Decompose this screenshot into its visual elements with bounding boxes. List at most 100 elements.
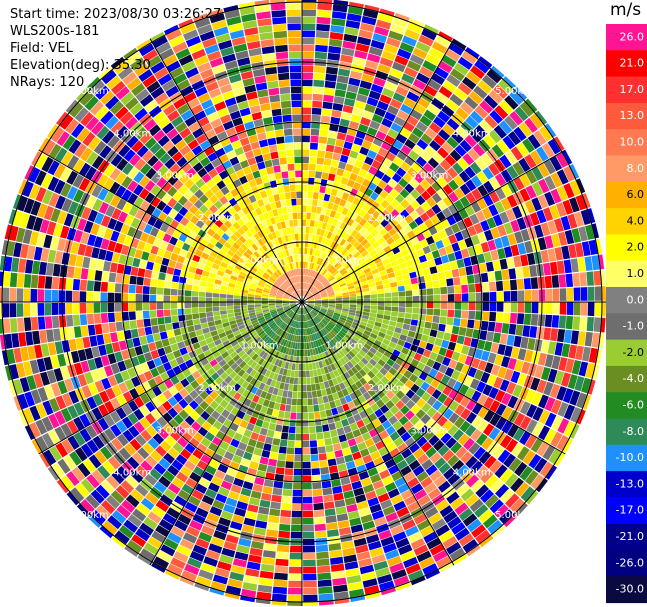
radar-bin (343, 371, 351, 380)
radar-bin (255, 418, 264, 428)
radar-bin (231, 36, 246, 46)
radar-bin (100, 313, 109, 324)
radar-bin (197, 92, 211, 104)
radar-bin (172, 229, 182, 239)
radar-bin (316, 228, 322, 236)
radar-bin (361, 401, 370, 410)
radar-bin (291, 510, 302, 518)
radar-bin (318, 287, 325, 292)
radar-bin (290, 248, 295, 255)
radar-bin (312, 290, 319, 295)
radar-bin (196, 262, 205, 270)
radar-bin (351, 166, 361, 175)
radar-bin (558, 357, 568, 372)
radar-bin (258, 341, 266, 348)
radar-bin (552, 288, 560, 301)
radar-bin (4, 224, 12, 240)
radar-bin (54, 341, 64, 355)
radar-bin (449, 260, 458, 270)
radar-bin (313, 317, 319, 324)
radar-bin (485, 261, 494, 272)
radar-bin (325, 187, 332, 195)
radar-bin (51, 289, 59, 302)
radar-bin (335, 220, 343, 228)
radar-bin (458, 507, 473, 521)
radar-bin (332, 327, 339, 334)
radar-bin (36, 358, 46, 373)
radar-bin (195, 416, 206, 426)
radar-bin (156, 200, 167, 211)
radar-bin (256, 591, 272, 600)
radar-bin (245, 568, 260, 578)
radar-bin (224, 60, 238, 70)
radar-bin (282, 425, 289, 433)
radar-bin (144, 326, 153, 336)
radar-bin (464, 134, 478, 148)
radar-bin (350, 248, 358, 256)
radar-bin (164, 24, 179, 35)
radar-bin (302, 254, 305, 261)
radar-bin (303, 594, 318, 602)
radar-bin (111, 535, 126, 548)
radar-bin (264, 369, 272, 378)
radar-bin (149, 468, 162, 481)
radar-bin (378, 446, 389, 457)
radar-bin (90, 489, 105, 504)
radar-bin (369, 264, 378, 271)
radar-bin (312, 333, 317, 341)
radar-bin (336, 75, 349, 84)
radar-bin (257, 316, 265, 322)
radar-bin (497, 224, 507, 237)
radar-bin (277, 453, 286, 461)
radar-bin (404, 28, 420, 41)
radar-bin (244, 121, 255, 130)
radar-bin (425, 53, 441, 66)
radar-bin (341, 483, 353, 493)
radar-bin (307, 302, 315, 304)
radar-bin (354, 333, 362, 340)
radar-bin (314, 316, 320, 323)
radar-bin (365, 406, 374, 416)
radar-bin (194, 209, 204, 219)
radar-bin (412, 302, 420, 308)
radar-bin (259, 570, 274, 579)
radar-bin (268, 355, 274, 363)
radar-bin (457, 372, 467, 384)
radar-bin (337, 320, 345, 326)
radar-bin (550, 399, 562, 415)
radar-bin (206, 228, 216, 237)
radar-bin (344, 321, 352, 327)
radar-bin (68, 201, 79, 215)
radar-bin (543, 159, 556, 175)
radar-bin (289, 286, 295, 292)
radar-bin (137, 554, 152, 566)
radar-bin (279, 367, 285, 375)
radar-bin (309, 269, 313, 277)
radar-bin (266, 329, 273, 336)
radar-bin (57, 238, 67, 252)
radar-bin (287, 256, 292, 263)
radar-bin (111, 438, 124, 451)
radar-bin (311, 107, 322, 115)
radar-bin (316, 314, 323, 320)
radar-bin (55, 195, 66, 210)
radar-bin (383, 184, 394, 194)
radar-bin (319, 410, 327, 418)
radar-bin (530, 377, 541, 391)
radar-bin (256, 287, 263, 292)
radar-bin (47, 176, 60, 192)
radar-bin (302, 468, 312, 476)
radar-bin (239, 419, 249, 429)
radar-bin (326, 313, 333, 318)
radar-bin (412, 127, 424, 139)
radar-bin (503, 291, 511, 302)
radar-bin (255, 308, 262, 312)
radar-bin (143, 517, 158, 530)
radar-bin (122, 202, 133, 214)
radar-bin (464, 96, 479, 110)
radar-bin (305, 291, 310, 298)
radar-bin (373, 325, 381, 332)
radar-bin (276, 417, 284, 425)
radar-bin (55, 442, 68, 458)
radar-bin (384, 297, 392, 302)
